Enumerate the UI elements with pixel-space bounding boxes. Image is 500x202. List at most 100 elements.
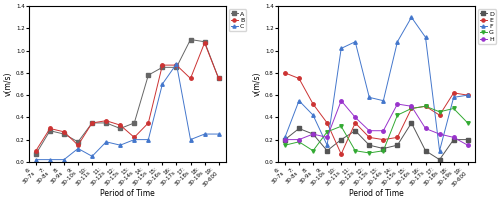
Line: F: F xyxy=(283,16,470,153)
G xyxy=(324,131,330,133)
B xyxy=(216,77,222,80)
C xyxy=(47,158,53,161)
E xyxy=(324,122,330,124)
G xyxy=(366,152,372,154)
F xyxy=(324,144,330,146)
G xyxy=(450,107,456,110)
Line: G: G xyxy=(283,104,470,155)
C xyxy=(174,63,180,65)
C xyxy=(188,138,194,141)
D xyxy=(380,147,386,150)
G xyxy=(408,107,414,110)
B xyxy=(117,124,123,126)
C xyxy=(160,83,166,85)
H xyxy=(352,116,358,119)
H xyxy=(436,133,442,135)
Legend: D, E, F, G, H: D, E, F, G, H xyxy=(478,9,496,44)
Line: C: C xyxy=(34,62,220,161)
E xyxy=(282,72,288,74)
H xyxy=(394,103,400,105)
F xyxy=(408,16,414,19)
B xyxy=(174,64,180,66)
G xyxy=(436,111,442,113)
H xyxy=(450,136,456,139)
A xyxy=(174,66,180,68)
A xyxy=(216,77,222,80)
H xyxy=(422,127,428,130)
B xyxy=(103,120,109,122)
F xyxy=(436,149,442,152)
F xyxy=(310,114,316,116)
F xyxy=(450,96,456,99)
B xyxy=(89,122,95,124)
H xyxy=(338,99,344,102)
F xyxy=(422,36,428,39)
B xyxy=(146,122,152,124)
B xyxy=(202,42,207,44)
B xyxy=(188,77,194,80)
H xyxy=(296,138,302,141)
Line: B: B xyxy=(34,41,220,153)
C xyxy=(132,138,138,141)
F xyxy=(394,41,400,43)
G xyxy=(394,114,400,116)
C xyxy=(89,155,95,158)
D xyxy=(338,138,344,141)
A xyxy=(47,129,53,132)
B xyxy=(61,131,67,133)
C xyxy=(117,144,123,146)
F xyxy=(296,99,302,102)
H xyxy=(380,129,386,132)
E xyxy=(408,107,414,110)
Y-axis label: v(m/s): v(m/s) xyxy=(253,72,262,96)
F xyxy=(352,41,358,43)
E xyxy=(436,114,442,116)
C xyxy=(75,147,81,150)
Line: A: A xyxy=(34,38,220,156)
Legend: A, B, C: A, B, C xyxy=(229,9,246,31)
C xyxy=(103,141,109,143)
E xyxy=(380,138,386,141)
B xyxy=(132,136,138,139)
E xyxy=(394,136,400,139)
B xyxy=(160,64,166,66)
D xyxy=(310,133,316,135)
A xyxy=(132,122,138,124)
F xyxy=(338,47,344,50)
F xyxy=(282,136,288,139)
Y-axis label: v(m/s): v(m/s) xyxy=(4,72,13,96)
G xyxy=(338,125,344,127)
H xyxy=(310,133,316,135)
D xyxy=(282,138,288,141)
G xyxy=(296,141,302,143)
D xyxy=(394,144,400,146)
Line: H: H xyxy=(283,99,470,147)
G xyxy=(352,149,358,152)
E xyxy=(450,92,456,94)
C xyxy=(202,133,207,135)
Line: D: D xyxy=(283,121,470,161)
A xyxy=(146,74,152,76)
D xyxy=(408,122,414,124)
D xyxy=(464,138,470,141)
D xyxy=(450,138,456,141)
H xyxy=(464,144,470,146)
A xyxy=(89,122,95,124)
X-axis label: Period of Time: Period of Time xyxy=(100,189,154,198)
E xyxy=(422,105,428,107)
C xyxy=(146,138,152,141)
G xyxy=(422,105,428,107)
C xyxy=(33,158,39,161)
D xyxy=(422,149,428,152)
E xyxy=(296,77,302,80)
C xyxy=(61,158,67,161)
F xyxy=(380,99,386,102)
A xyxy=(188,38,194,41)
Line: E: E xyxy=(283,71,470,156)
G xyxy=(464,122,470,124)
D xyxy=(352,129,358,132)
G xyxy=(282,144,288,146)
H xyxy=(408,105,414,107)
E xyxy=(338,153,344,155)
E xyxy=(310,103,316,105)
